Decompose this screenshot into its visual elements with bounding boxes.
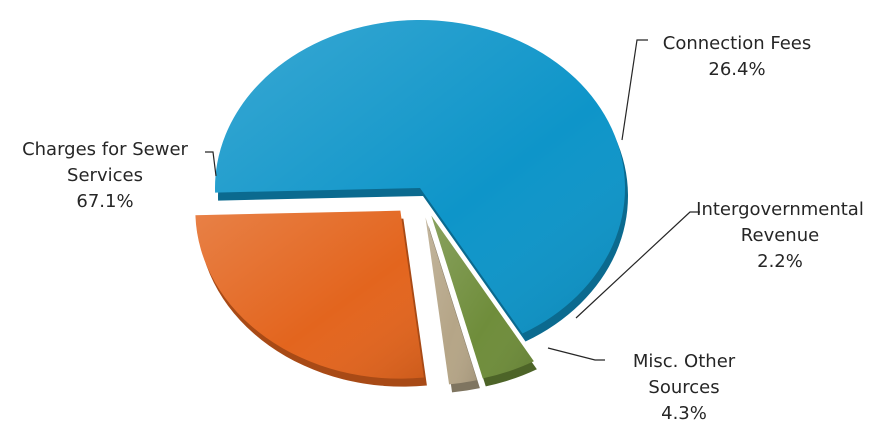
slice-name-label-0: Charges for Sewer — [22, 139, 188, 160]
pie-slice-highlight-1 — [195, 210, 424, 379]
leader-line-3 — [547, 347, 605, 361]
pie-slices — [195, 19, 629, 393]
pie-slice-highlight-0 — [215, 19, 626, 334]
slice-labels: Charges for Sewer Services 67.1% Connection… — [22, 33, 864, 424]
leader-line-1 — [621, 39, 648, 141]
pie-slice-highlight-2 — [425, 217, 477, 385]
slice-value-label-0: 67.1% — [76, 191, 133, 212]
slice-name-label-2: Revenue — [741, 225, 819, 246]
slice-value-label-3: 4.3% — [661, 403, 707, 424]
slice-value-label-1: 26.4% — [708, 59, 765, 80]
slice-name-label-1: Connection Fees — [663, 33, 811, 54]
pie-slice-highlight-3 — [431, 215, 534, 379]
slice-value-label-2: 2.2% — [757, 251, 803, 272]
leader-line-0 — [205, 151, 217, 177]
leader-line-2 — [575, 211, 700, 319]
slice-name-label-2: Intergovernmental — [696, 199, 864, 220]
leader-lines — [205, 39, 700, 361]
slice-name-label-0: Services — [67, 165, 143, 186]
slice-name-label-3: Sources — [648, 377, 719, 398]
slice-name-label-3: Misc. Other — [633, 351, 736, 372]
